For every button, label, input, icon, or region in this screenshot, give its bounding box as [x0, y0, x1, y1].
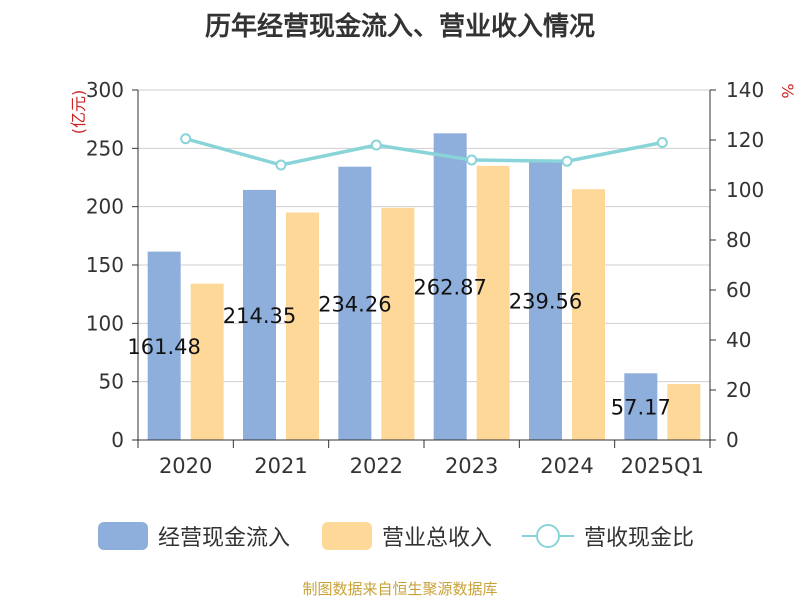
- x-tick-label: 2021: [254, 454, 307, 478]
- y-left-tick-label: 250: [86, 136, 124, 160]
- y-right-tick-label: 40: [726, 328, 751, 352]
- legend-label-cash-inflow: 经营现金流入: [158, 526, 291, 551]
- chart-legend: 经营现金流入 营业总收入 营收现金比: [0, 516, 800, 556]
- bar-revenue: [190, 283, 224, 440]
- data-label: 239.56: [509, 289, 582, 313]
- y-right-axis-label: %: [778, 83, 797, 98]
- data-label: 57.17: [611, 396, 671, 420]
- chart-title: 历年经营现金流入、营业收入情况: [204, 12, 595, 42]
- line-ratio-point: [466, 154, 478, 166]
- bar-cash-inflow: [243, 189, 276, 440]
- y-left-tick-label: 0: [111, 428, 124, 452]
- legend-label-revenue: 营业总收入: [382, 526, 493, 551]
- line-ratio: [185, 137, 663, 167]
- bar-revenue: [572, 189, 605, 440]
- x-tick-label: 2024: [540, 454, 593, 478]
- y-left-tick-label: 300: [86, 78, 124, 102]
- bar-revenue: [476, 165, 510, 441]
- bar-revenue: [381, 207, 415, 440]
- x-tick-label: 2022: [350, 454, 403, 478]
- y-right-tick-label: 60: [726, 278, 751, 302]
- bar-cash-inflow: [338, 166, 372, 441]
- legend-swatch-cash-inflow: [98, 522, 148, 550]
- data-label: 262.87: [413, 276, 486, 300]
- y-left-tick-label: 50: [99, 370, 124, 394]
- y-right-tick-label: 20: [726, 378, 751, 402]
- data-label: 234.26: [318, 292, 391, 316]
- y-left-axis-label: (亿元): [69, 90, 88, 135]
- y-right-tick-label: 120: [726, 128, 764, 152]
- bar-revenue: [667, 384, 701, 440]
- data-label: 161.48: [127, 335, 200, 359]
- legend-item-ratio[interactable]: 营收现金比: [522, 516, 694, 556]
- legend-item-cash-inflow[interactable]: 经营现金流入: [98, 516, 290, 556]
- line-ratio-point: [561, 155, 573, 167]
- legend-label-ratio: 营收现金比: [584, 526, 695, 551]
- bar-revenue: [286, 212, 319, 440]
- line-ratio-point: [275, 159, 287, 171]
- line-ratio-point: [656, 137, 668, 148]
- legend-swatch-ratio: [522, 522, 574, 550]
- bar-cash-inflow: [529, 160, 562, 440]
- legend-item-revenue[interactable]: 营业总收入: [322, 516, 492, 556]
- line-ratio-point: [180, 133, 192, 145]
- x-tick-label: 2023: [445, 454, 498, 478]
- y-right-tick-label: 140: [726, 78, 764, 102]
- x-tick-label: 2020: [159, 454, 212, 478]
- source-note: 制图数据来自恒生聚源数据库: [302, 580, 498, 598]
- bar-cash-inflow: [433, 133, 467, 440]
- bar-cash-inflow: [624, 373, 658, 440]
- line-ratio-point: [370, 139, 382, 151]
- y-right-tick-label: 0: [726, 428, 739, 452]
- y-right-tick-label: 100: [726, 178, 764, 202]
- data-label: 214.35: [223, 304, 296, 328]
- legend-swatch-revenue: [322, 522, 372, 550]
- bar-cash-inflow: [147, 251, 181, 440]
- y-left-tick-label: 100: [86, 311, 124, 335]
- y-left-tick-label: 150: [86, 253, 124, 277]
- y-right-tick-label: 80: [726, 228, 751, 252]
- y-left-tick-label: 200: [86, 195, 124, 219]
- x-tick-label: 2025Q1: [621, 454, 704, 478]
